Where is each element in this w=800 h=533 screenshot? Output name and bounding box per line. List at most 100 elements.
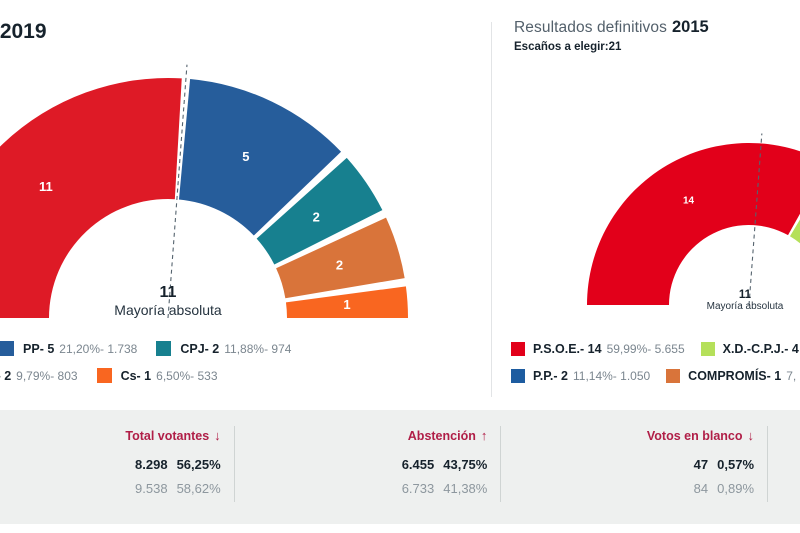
column-divider: [767, 426, 769, 502]
stat-header: Votos en blanco ↓: [533, 428, 754, 443]
seat-segment-label: 5: [242, 149, 249, 164]
legend-item[interactable]: COMPROMÍS- 1 7,: [666, 368, 797, 383]
stat-header: Abstención ↑: [267, 428, 488, 443]
majority-seats-2015: 11: [738, 289, 752, 301]
bottom-strip: [0, 524, 800, 533]
legend-swatch-cs: [96, 368, 112, 383]
seat-gauge-2015: 14421: [587, 133, 800, 310]
panel-2019-provisional: visionales2019 11 5 2 2 1 11 Mayoría absolut…: [0, 0, 491, 410]
legend-stat: 21,20%- 1.738: [59, 341, 138, 356]
seat-segment-x-d-c-p-j[interactable]: [789, 166, 800, 269]
seat-gauge-2019-svg: 11 5 2 2 1: [0, 64, 408, 319]
right-title-text: Resultados definitivos: [514, 19, 667, 36]
seat-segment-p-s-o-e[interactable]: [587, 143, 800, 305]
legend-item[interactable]: CPJ- 2 11,88%- 974: [156, 341, 291, 356]
stat-previous-pct: 41,38%: [443, 481, 488, 496]
gauge-generated: 11 5 2 2 1: [0, 64, 408, 319]
legend-swatch-xdcpj: [700, 341, 715, 356]
legend-label: COMPROMÍS- 1: [688, 368, 782, 383]
legend-stat: 9,79%- 803: [16, 368, 78, 383]
stat-current-pct: 0,57%: [717, 457, 755, 472]
majority-caption-2019: Mayoría absoluta: [114, 301, 222, 318]
legend-swatch-cpj: [156, 341, 172, 356]
legend-label: X.D.-C.P.J.- 4: [722, 341, 799, 356]
right-title: Resultados definitivos 2015: [514, 18, 709, 37]
legend-stat: 11,88%- 974: [224, 341, 292, 356]
stat-previous-count: 9.538: [135, 481, 168, 496]
panel-divider: [491, 22, 492, 397]
stat-label: Abstención: [407, 429, 476, 443]
legend-2019: 718 PP- 5 21,20%- 1.738 CPJ- 2 11,88%- 9…: [0, 338, 291, 386]
legend-item[interactable]: P.P.- 2 11,14%- 1.050: [511, 368, 651, 383]
legend-stat: 7,: [786, 368, 797, 383]
stat-previous-count: 84: [693, 481, 709, 496]
legend-label: CIPAL- 2: [0, 368, 12, 383]
gauge-generated: 14421: [587, 133, 800, 306]
stat-column-votos-en-blanco: Votos en blanco ↓ 47 0,57% 84 0,89%: [533, 410, 800, 524]
majority-dashed-line: [167, 64, 188, 319]
majority-caption-2015: Mayoría absoluta: [706, 301, 784, 313]
seat-segment-pp[interactable]: [178, 79, 342, 236]
right-subtitle: Escaños a elegir:21: [514, 41, 621, 53]
stat-column-abstencion: Abstención ↑ 6.455 43,75% 6.733 41,38%: [267, 410, 534, 524]
seat-segment-label: 1: [343, 297, 350, 312]
legend-stat: 11,14%- 1.050: [573, 368, 651, 383]
stat-current-pct: 43,75%: [443, 457, 488, 472]
seat-gauge-2015-svg: 14421: [587, 133, 800, 306]
seat-segment-agrupaci-n-municipal[interactable]: [276, 217, 405, 299]
stat-previous-pct: 58,62%: [176, 481, 221, 496]
legend-swatch-compromis: [666, 368, 681, 383]
stat-previous-count: 6.733: [401, 481, 435, 496]
column-divider: [500, 426, 502, 502]
legend-row: 718 PP- 5 21,20%- 1.738 CPJ- 2 11,88%- 9…: [0, 338, 291, 359]
trend-arrow-down-icon: ↓: [214, 428, 221, 443]
turnout-stats-band: Total votantes ↓ 8.298 56,25% 9.538 58,62% …: [0, 410, 800, 524]
legend-label: Cs- 1: [120, 368, 152, 383]
stat-previous: 6.733 41,38%: [267, 481, 488, 496]
stat-current-count: 6.455: [401, 457, 435, 472]
seat-segment-cs[interactable]: [285, 286, 408, 318]
legend-row: P.P.- 2 11,14%- 1.050 COMPROMÍS- 1 7,: [511, 365, 799, 386]
turnout-stats-row: Total votantes ↓ 8.298 56,25% 9.538 58,62% …: [0, 410, 800, 524]
majority-note-2015: 11 Mayoría absoluta: [680, 289, 800, 314]
legend-item[interactable]: P.S.O.E.- 14 59,99%- 5.655: [511, 341, 685, 356]
stat-current: 47 0,57%: [533, 457, 754, 472]
legend-swatch-pp-2015: [511, 368, 525, 383]
stat-previous: 9.538 58,62%: [0, 481, 221, 496]
seat-segment-cpj[interactable]: [256, 157, 383, 265]
stat-current: 6.455 43,75%: [267, 457, 488, 472]
legend-stat: 6,50%- 533: [156, 368, 218, 383]
seat-segment-label: 2: [313, 209, 320, 224]
legend-item[interactable]: X.D.-C.P.J.- 4: [700, 341, 799, 356]
right-title-year: 2015: [671, 18, 709, 36]
seat-gauge-2019: 11 5 2 2 1: [0, 64, 488, 330]
panel-2015-definitive: Resultados definitivos 2015 Escaños a ele…: [491, 0, 800, 410]
stat-header: Total votantes ↓: [0, 428, 221, 443]
legend-item[interactable]: PP- 5 21,20%- 1.738: [0, 341, 137, 356]
legend-row: P.S.O.E.- 14 59,99%- 5.655 X.D.-C.P.J.- …: [511, 338, 799, 359]
majority-dashed-line: [748, 133, 763, 306]
stat-previous-pct: 0,89%: [717, 481, 755, 496]
seat-segment-psoe[interactable]: [0, 77, 182, 318]
legend-swatch-pp: [0, 341, 15, 356]
stat-current-pct: 56,25%: [176, 457, 221, 472]
legend-item[interactable]: CIPAL- 2 9,79%- 803: [0, 369, 78, 383]
legend-label: CPJ- 2: [180, 341, 220, 356]
legend-row: CIPAL- 2 9,79%- 803 Cs- 1 6,50%- 533: [0, 365, 291, 386]
left-title-year: 2019: [0, 20, 47, 43]
majority-note-2019: 11 Mayoría absoluta: [88, 284, 248, 319]
seat-segment-label: 14: [683, 196, 695, 207]
stat-current-count: 47: [693, 457, 709, 472]
legend-item[interactable]: Cs- 1 6,50%- 533: [96, 368, 218, 383]
seat-segment-label: 11: [39, 179, 53, 194]
left-title: visionales2019: [0, 20, 47, 44]
stat-previous: 84 0,89%: [533, 481, 754, 496]
stat-label: Total votantes: [125, 429, 210, 443]
majority-seats-2019: 11: [159, 284, 177, 301]
legend-swatch-psoe-2015: [511, 341, 525, 356]
stat-label: Votos en blanco: [646, 429, 743, 443]
stat-current-count: 8.298: [135, 457, 168, 472]
right-subtitle-value: 21: [608, 41, 622, 53]
legend-label: P.S.O.E.- 14: [533, 341, 602, 356]
